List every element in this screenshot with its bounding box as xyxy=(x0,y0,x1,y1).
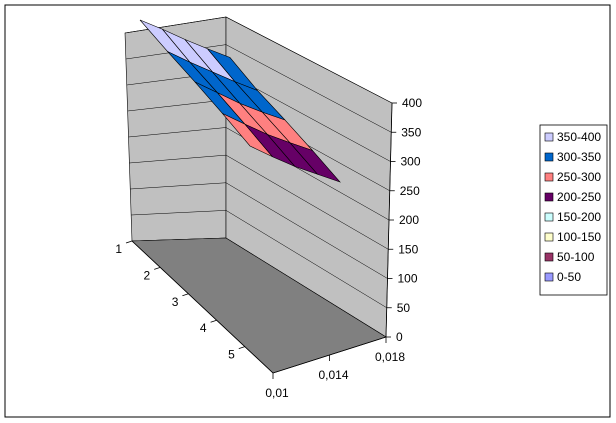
z-tick-label-7: 350 xyxy=(401,125,421,139)
x-tick-label-2: 0,018 xyxy=(375,350,405,364)
legend-label-4: 150-200 xyxy=(557,210,601,224)
legend-label-0: 350-400 xyxy=(557,130,601,144)
y-tick-label-0: 1 xyxy=(115,242,122,256)
surface-patch-3-3 xyxy=(289,142,341,183)
z-tick-label-1: 50 xyxy=(397,301,411,315)
gridline-left-5 xyxy=(127,99,227,112)
y-tick-label-3: 4 xyxy=(200,321,207,335)
y-tick-label-4: 5 xyxy=(228,348,235,362)
gridline-back-8 xyxy=(225,16,393,104)
x-tick-label-0: 0,01 xyxy=(265,386,289,400)
gridline-left-2 xyxy=(130,182,227,190)
z-tick-label-4: 200 xyxy=(399,213,419,227)
gridline-back-1 xyxy=(225,210,387,308)
z-tick-label-3: 150 xyxy=(398,242,418,256)
z-axis-line xyxy=(385,102,393,338)
z-tick-label-8: 400 xyxy=(402,96,422,110)
legend-swatch-2 xyxy=(544,172,554,182)
z-tick-label-0: 0 xyxy=(396,330,403,344)
legend-swatch-5 xyxy=(544,232,554,242)
legend-swatch-6 xyxy=(544,252,554,262)
legend-label-3: 200-250 xyxy=(557,190,601,204)
legend-swatch-1 xyxy=(544,152,554,162)
gridline-left-8 xyxy=(124,16,227,34)
legend-swatch-0 xyxy=(544,132,554,142)
y-axis-line xyxy=(131,240,274,374)
legend-swatch-4 xyxy=(544,212,554,222)
gridline-back-2 xyxy=(225,182,388,279)
y-tick-label-1: 2 xyxy=(144,268,151,282)
surface xyxy=(139,19,341,183)
gridline-left-3 xyxy=(129,154,227,164)
y-tick-mark-0 xyxy=(125,240,133,244)
y-tick-mark-1 xyxy=(154,267,161,270)
legend-label-7: 0-50 xyxy=(557,270,581,284)
x-tick-label-1: 0,014 xyxy=(318,368,348,382)
legend-swatch-3 xyxy=(544,192,554,202)
y-axis-ticks: 1 2 3 4 5 xyxy=(115,240,274,374)
legend: 350-400 300-350 250-300 200-250 150-200 100-1… xyxy=(539,124,608,296)
y-tick-mark-3 xyxy=(210,319,217,323)
legend-label-5: 100-150 xyxy=(557,230,601,244)
z-axis-ticks: 0 50 100 150 200 250 300 350 400 xyxy=(385,96,422,344)
z-tick-label-5: 250 xyxy=(400,184,420,198)
z-tick-label-6: 300 xyxy=(401,155,421,169)
x-axis-line xyxy=(272,336,387,374)
gridline-back-3 xyxy=(225,154,389,250)
gridline-back-7 xyxy=(225,44,392,133)
y-tick-label-2: 3 xyxy=(172,295,179,309)
x-axis-ticks: 0,01 0,014 0,018 xyxy=(265,336,405,400)
legend-label-6: 50-100 xyxy=(557,250,595,264)
legend-swatch-7 xyxy=(544,272,554,282)
y-tick-mark-4 xyxy=(238,346,245,349)
z-tick-label-2: 100 xyxy=(398,272,418,286)
legend-label-1: 300-350 xyxy=(557,150,601,164)
gridline-left-4 xyxy=(128,127,227,138)
y-tick-mark-2 xyxy=(182,293,189,297)
legend-label-2: 250-300 xyxy=(557,170,601,184)
gridline-left-1 xyxy=(131,210,227,216)
